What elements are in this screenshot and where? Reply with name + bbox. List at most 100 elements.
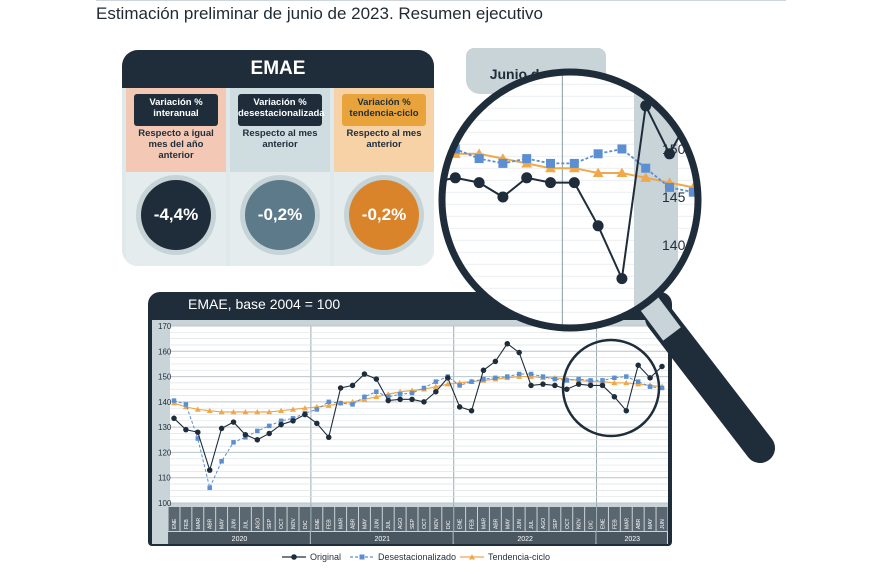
point-desestacionalizado (540, 374, 546, 379)
point-tendencia-ciclo (194, 406, 201, 412)
month-tick-label: ABR (208, 518, 214, 529)
top-rule (96, 0, 786, 1)
point-desestacionalizado (409, 390, 415, 396)
month-cell (620, 507, 632, 531)
point-original (254, 437, 261, 443)
month-tick-label: ABR (636, 518, 642, 529)
point-desestacionalizado (617, 144, 627, 154)
point-desestacionalizado (385, 394, 391, 400)
month-tick-label: OCT (279, 518, 285, 529)
month-tick-label: SEP (553, 518, 559, 529)
month-cell (204, 507, 216, 531)
legend-label: Original (310, 552, 341, 562)
point-original (337, 385, 344, 391)
point-original (540, 381, 546, 387)
point-desestacionalizado (593, 149, 603, 159)
month-tick-label: ENE (172, 518, 178, 529)
month-tick-label: OCT (422, 518, 428, 529)
point-desestacionalizado (474, 154, 484, 164)
month-cell (347, 507, 358, 531)
point-tendencia-ciclo (278, 407, 285, 413)
month-tick-label: AGO (255, 518, 261, 529)
lens-y-tick-label: 155 (662, 93, 686, 109)
point-original (592, 220, 604, 232)
point-original (623, 407, 630, 414)
month-cell (382, 507, 394, 531)
point-original (218, 425, 225, 432)
point-desestacionalizado (314, 407, 320, 412)
month-cell (287, 507, 299, 531)
month-tick-label: ENE (315, 518, 321, 529)
month-tick-label: MAY (505, 518, 511, 529)
month-cell (430, 507, 442, 531)
point-desestacionalizado (481, 376, 486, 382)
point-original (266, 430, 272, 437)
month-tick-label: FEB (470, 519, 476, 529)
y-tick-label: 100 (158, 499, 172, 508)
lens-y-tick-label: 150 (662, 141, 686, 157)
month-cell (239, 507, 251, 531)
legend-marker (359, 554, 365, 560)
point-tendencia-ciclo (592, 167, 604, 178)
month-cell (275, 507, 287, 531)
month-tick-label: MAR (339, 518, 345, 530)
point-tendencia-ciclo (266, 408, 273, 415)
point-desestacionalizado (505, 374, 510, 379)
point-original (492, 358, 499, 365)
point-original (528, 382, 534, 389)
point-original (409, 396, 415, 403)
month-cell (323, 507, 335, 531)
point-original (635, 362, 641, 368)
point-tendencia-ciclo (373, 393, 380, 400)
month-cell (513, 507, 525, 531)
month-tick-label: JUN (517, 519, 523, 529)
month-tick-label: DIC (303, 520, 309, 529)
legend-label: Tendencia-ciclo (488, 552, 550, 562)
point-desestacionalizado (528, 371, 534, 377)
point-original (426, 177, 437, 188)
chart-title: EMAE, base 2004 = 100 (188, 296, 341, 312)
point-original (195, 429, 201, 435)
point-original (504, 340, 511, 347)
lens-y-tick-label: 145 (662, 189, 686, 205)
point-tendencia-ciclo (301, 405, 308, 411)
point-original (433, 388, 439, 395)
y-tick-label: 110 (158, 474, 171, 483)
point-original (587, 382, 594, 389)
month-cell (442, 507, 454, 531)
point-original (480, 367, 487, 373)
month-cell (406, 507, 418, 531)
y-tick-label: 140 (158, 398, 172, 407)
point-original (545, 177, 557, 189)
year-label: 2020 (232, 536, 248, 543)
card-description: Respecto al mes anterior (346, 128, 422, 150)
point-original (206, 467, 213, 473)
point-original (552, 382, 558, 389)
legend-label: Desestacionalizado (378, 552, 456, 562)
month-cell (370, 507, 382, 531)
point-desestacionalizado (219, 459, 224, 464)
point-desestacionalizado (255, 428, 260, 434)
card-label: Variación % tendencia-ciclo (342, 94, 426, 126)
month-tick-label: JUN (374, 519, 380, 529)
chart-legend: Original Desestacionalizado Tendencia-cicl… (282, 552, 550, 562)
year-band (168, 532, 310, 544)
point-original (349, 382, 356, 389)
month-tick-label: NOV (291, 518, 297, 530)
month-tick-label: AGO (541, 518, 547, 529)
month-cell (299, 507, 311, 531)
point-desestacionalizado (231, 440, 236, 445)
card-desestacionalizada: Variación % desestacionalizada Respecto … (230, 88, 330, 266)
point-desestacionalizado (588, 378, 593, 383)
month-tick-label: MAY (648, 518, 654, 529)
month-tick-label: JUN (232, 519, 238, 529)
month-tick-label: ABR (351, 518, 357, 529)
card-value-circle: -4,4% (141, 180, 211, 250)
month-cell (656, 507, 668, 531)
point-tendencia-ciclo (432, 383, 439, 389)
point-original (497, 191, 509, 203)
point-original (314, 420, 320, 427)
point-original (575, 381, 582, 387)
month-cell (585, 507, 597, 531)
